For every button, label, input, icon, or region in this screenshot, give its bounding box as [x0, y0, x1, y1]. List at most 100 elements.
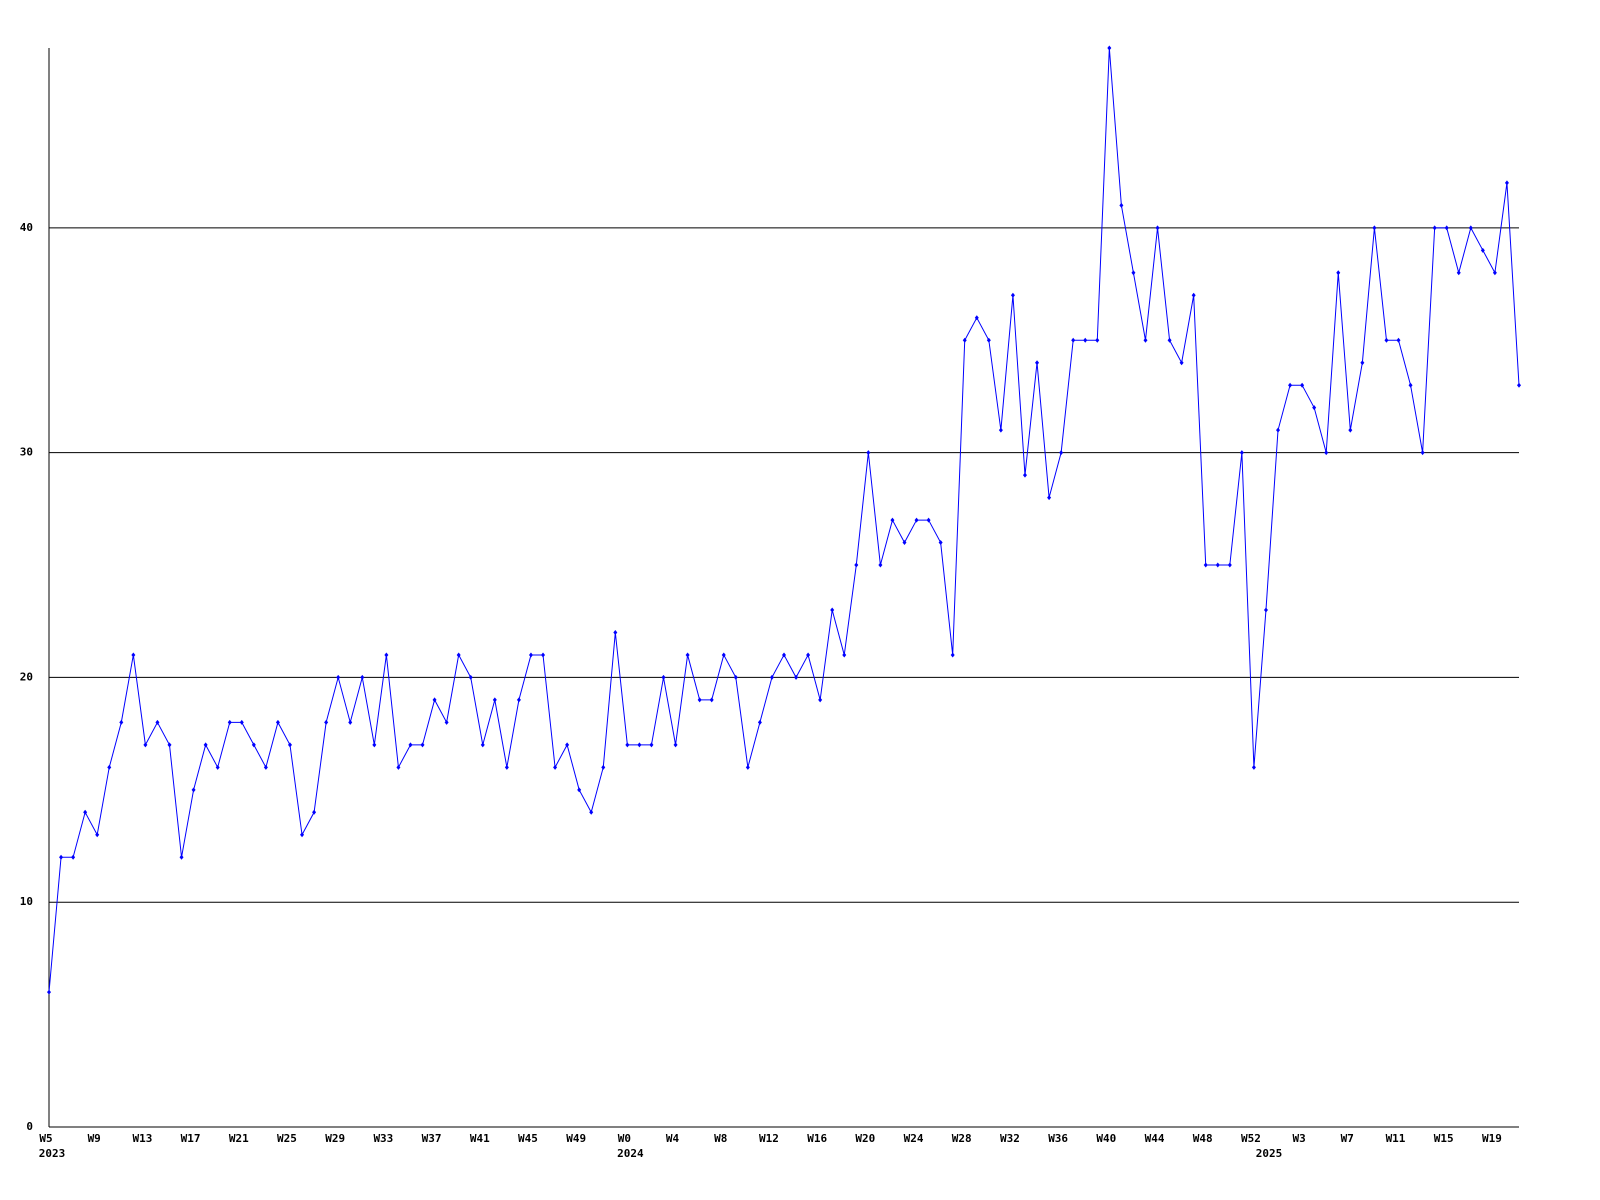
point [516, 697, 521, 703]
point [360, 674, 365, 680]
point [553, 764, 558, 770]
x-tick-label: W25 [277, 1132, 297, 1145]
x-tick-label: W52 [1241, 1132, 1261, 1145]
x-tick-label: W36 [1048, 1132, 1068, 1145]
x-tick-label: W9 [88, 1132, 101, 1145]
point [1155, 225, 1160, 231]
point [709, 697, 714, 703]
point [300, 832, 305, 838]
point [806, 652, 811, 658]
point [1396, 337, 1401, 343]
point [673, 742, 678, 748]
point [1010, 292, 1015, 298]
point [191, 787, 196, 793]
x-tick-label: W24 [904, 1132, 924, 1145]
point [1300, 382, 1305, 388]
point [1324, 450, 1329, 456]
point [878, 562, 883, 568]
point [757, 719, 762, 725]
point [830, 607, 835, 613]
y-tick-label: 10 [20, 895, 33, 908]
point [962, 337, 967, 343]
x-year-label: 2024 [617, 1147, 644, 1160]
point [1263, 607, 1268, 613]
x-tick-label: W11 [1386, 1132, 1406, 1145]
x-tick-label: W21 [229, 1132, 249, 1145]
point [1372, 225, 1377, 231]
point [745, 764, 750, 770]
point [504, 764, 509, 770]
point [1348, 427, 1353, 433]
point [1336, 270, 1341, 276]
point [1047, 495, 1052, 501]
point [1444, 225, 1449, 231]
point [1360, 360, 1365, 366]
point [1071, 337, 1076, 343]
point [215, 764, 220, 770]
point [565, 742, 570, 748]
point [1517, 382, 1521, 388]
point [794, 674, 799, 680]
point [131, 652, 136, 658]
point [1384, 337, 1389, 343]
point [625, 742, 630, 748]
point [902, 540, 907, 546]
point [914, 517, 919, 523]
point [818, 697, 823, 703]
point [1432, 225, 1437, 231]
point [492, 697, 497, 703]
point [1167, 337, 1172, 343]
x-tick-label: W19 [1482, 1132, 1502, 1145]
point [926, 517, 931, 523]
point [649, 742, 654, 748]
x-tick-label: W12 [759, 1132, 779, 1145]
point [227, 719, 232, 725]
point [287, 742, 292, 748]
point [528, 652, 533, 658]
point [1095, 337, 1100, 343]
x-tick-label: W0 [618, 1132, 631, 1145]
point [1203, 562, 1208, 568]
point [324, 719, 329, 725]
point [143, 742, 148, 748]
point [986, 337, 991, 343]
x-tick-label: W44 [1145, 1132, 1165, 1145]
point [950, 652, 955, 658]
x-tick-label: W29 [325, 1132, 345, 1145]
point [203, 742, 208, 748]
point [251, 742, 256, 748]
y-tick-label: 30 [20, 446, 33, 459]
point [1492, 270, 1497, 276]
y-tick-label: 0 [26, 1120, 33, 1133]
point [1083, 337, 1088, 343]
y-tick-label: 20 [20, 670, 33, 683]
point [71, 854, 76, 860]
point [637, 742, 642, 748]
point [601, 764, 606, 770]
point [1035, 360, 1040, 366]
x-year-label: 2023 [39, 1147, 66, 1160]
point [1288, 382, 1293, 388]
point [1239, 450, 1244, 456]
x-tick-label: W45 [518, 1132, 538, 1145]
point [1251, 764, 1256, 770]
point [155, 719, 160, 725]
point [1276, 427, 1281, 433]
point [1119, 202, 1124, 208]
point [974, 315, 979, 321]
point [107, 764, 112, 770]
point [468, 674, 473, 680]
point [1022, 472, 1027, 478]
x-tick-label: W28 [952, 1132, 972, 1145]
point [239, 719, 244, 725]
point [1191, 292, 1196, 298]
point [444, 719, 449, 725]
point [890, 517, 895, 523]
x-tick-label: W13 [132, 1132, 152, 1145]
x-tick-label: W16 [807, 1132, 827, 1145]
x-tick-label: W4 [666, 1132, 680, 1145]
point [1420, 450, 1425, 456]
point [589, 809, 594, 815]
point [998, 427, 1003, 433]
